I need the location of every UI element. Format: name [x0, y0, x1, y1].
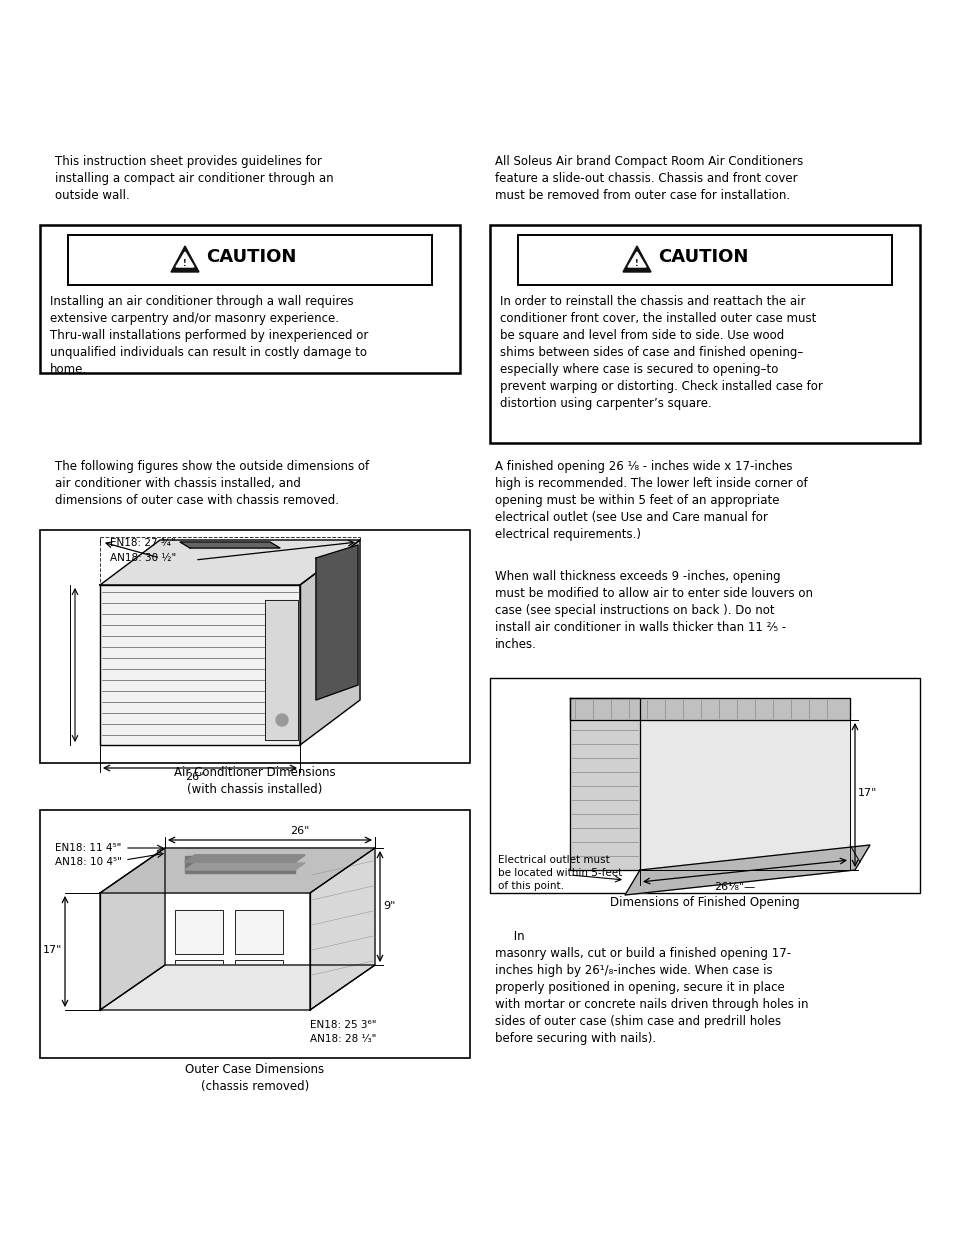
- Text: Installing an air conditioner through a wall requires
extensive carpentry and/or: Installing an air conditioner through a …: [50, 295, 368, 375]
- Text: !: !: [635, 258, 639, 268]
- Polygon shape: [171, 246, 199, 272]
- Polygon shape: [100, 848, 165, 1010]
- Bar: [40, 810, 470, 1058]
- Bar: [115, 910, 163, 953]
- Polygon shape: [100, 585, 299, 745]
- Polygon shape: [100, 540, 359, 585]
- Text: A finished opening 26 ¹⁄₈ - inches wide x 17-inches
high is recommended. The low: A finished opening 26 ¹⁄₈ - inches wide …: [495, 459, 807, 541]
- Polygon shape: [185, 855, 305, 862]
- Bar: [40, 225, 459, 373]
- Text: 17": 17": [857, 788, 877, 798]
- Text: Air Conditioner Dimensions
(with chassis installed): Air Conditioner Dimensions (with chassis…: [174, 766, 335, 797]
- Text: 9": 9": [382, 902, 395, 911]
- Text: Dimensions of Finished Opening: Dimensions of Finished Opening: [610, 897, 799, 909]
- Text: 26¹⁄₈"—: 26¹⁄₈"—: [714, 882, 755, 892]
- Bar: [234, 960, 283, 1004]
- Polygon shape: [315, 545, 357, 700]
- Bar: [234, 910, 283, 953]
- Text: In order to reinstall the chassis and reattach the air
conditioner front cover, : In order to reinstall the chassis and re…: [499, 295, 822, 410]
- Polygon shape: [627, 252, 645, 267]
- Text: AN18: 10 4⁵": AN18: 10 4⁵": [55, 857, 122, 867]
- Bar: [174, 910, 223, 953]
- Text: When wall thickness exceeds 9 -inches, opening
must be modified to allow air to : When wall thickness exceeds 9 -inches, o…: [495, 571, 812, 651]
- Polygon shape: [185, 855, 305, 862]
- Polygon shape: [185, 863, 305, 869]
- Polygon shape: [185, 856, 294, 873]
- Polygon shape: [265, 600, 297, 740]
- Polygon shape: [100, 965, 375, 1010]
- Bar: [40, 530, 470, 763]
- Bar: [517, 235, 891, 285]
- Text: This instruction sheet provides guidelines for
installing a compact air conditio: This instruction sheet provides guidelin…: [55, 156, 334, 203]
- Polygon shape: [175, 252, 193, 267]
- Text: 17": 17": [43, 945, 62, 955]
- Polygon shape: [180, 542, 280, 548]
- Bar: [68, 235, 432, 285]
- Text: EN18: 11 4⁵": EN18: 11 4⁵": [55, 844, 121, 853]
- Text: CAUTION: CAUTION: [658, 248, 747, 266]
- Text: Outer Case Dimensions
(chassis removed): Outer Case Dimensions (chassis removed): [185, 1063, 324, 1093]
- Bar: [490, 225, 919, 443]
- Polygon shape: [299, 540, 359, 745]
- Text: 26": 26": [185, 772, 205, 782]
- Text: AN18: 28 ¹⁄₃": AN18: 28 ¹⁄₃": [310, 1034, 376, 1044]
- Text: EN18: 25 3⁶": EN18: 25 3⁶": [310, 1020, 376, 1030]
- Polygon shape: [624, 845, 869, 895]
- Text: EN18: 27 ¾": EN18: 27 ¾": [110, 538, 175, 548]
- Polygon shape: [569, 698, 639, 869]
- Text: CAUTION: CAUTION: [206, 248, 296, 266]
- Text: All Soleus Air brand Compact Room Air Conditioners
feature a slide-out chassis. : All Soleus Air brand Compact Room Air Co…: [495, 156, 802, 203]
- Bar: [115, 960, 163, 1004]
- Bar: [174, 960, 223, 1004]
- Circle shape: [275, 714, 288, 726]
- Text: !: !: [183, 258, 187, 268]
- Text: In
masonry walls, cut or build a finished opening 17-
inches high by 26¹/₈-inche: In masonry walls, cut or build a finishe…: [495, 930, 807, 1045]
- Text: Electrical outlet must
be located within 5-feet
of this point.: Electrical outlet must be located within…: [497, 855, 621, 892]
- Polygon shape: [569, 698, 849, 720]
- Polygon shape: [100, 848, 375, 893]
- Text: AN18: 30 ½": AN18: 30 ½": [110, 553, 176, 563]
- Bar: [490, 678, 919, 893]
- Polygon shape: [622, 246, 650, 272]
- Polygon shape: [310, 848, 375, 1010]
- Polygon shape: [639, 720, 849, 869]
- Text: 26": 26": [290, 826, 310, 836]
- Text: The following figures show the outside dimensions of
air conditioner with chassi: The following figures show the outside d…: [55, 459, 369, 508]
